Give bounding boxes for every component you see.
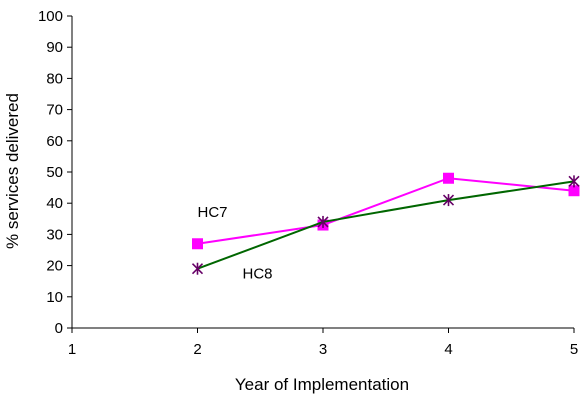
x-axis-title: Year of Implementation xyxy=(235,375,409,394)
series-hc8: HC8 xyxy=(191,175,580,283)
data-point-asterisk xyxy=(442,194,455,207)
x-axis: 1 2 3 4 5 xyxy=(68,327,578,358)
y-tick-label: 90 xyxy=(46,39,63,56)
y-tick-label: 0 xyxy=(55,320,63,337)
data-point-asterisk xyxy=(317,215,329,228)
y-tick-label: 10 xyxy=(46,289,63,306)
y-tick-label: 20 xyxy=(46,258,63,275)
data-point-square xyxy=(192,238,203,250)
x-tick-label: 3 xyxy=(319,341,327,358)
data-point-asterisk xyxy=(191,262,204,275)
y-tick-label: 70 xyxy=(46,102,63,119)
x-tick-label: 1 xyxy=(68,341,76,358)
x-tick-label: 5 xyxy=(570,341,578,358)
series-line xyxy=(197,180,575,270)
y-tick-label: 50 xyxy=(46,164,63,181)
y-axis: 0 10 20 30 40 50 60 70 80 90 100 xyxy=(38,8,73,337)
y-tick-label: 40 xyxy=(46,195,63,212)
data-point-square xyxy=(568,185,580,197)
data-point-square xyxy=(443,172,454,184)
series-line xyxy=(197,177,575,245)
y-axis-title: % services delivered xyxy=(3,93,22,249)
y-tick-label: 30 xyxy=(46,226,63,243)
y-tick-label: 60 xyxy=(46,133,63,150)
data-point-asterisk xyxy=(568,175,580,188)
x-tick-label: 2 xyxy=(193,341,201,358)
x-tick-label: 4 xyxy=(444,341,452,358)
series-label-hc8: HC8 xyxy=(243,266,273,283)
y-tick-label: 100 xyxy=(38,8,63,25)
y-tick-label: 80 xyxy=(46,70,63,87)
series-label-hc7: HC7 xyxy=(198,204,228,221)
series-layer: HC7 HC8 xyxy=(191,172,580,283)
